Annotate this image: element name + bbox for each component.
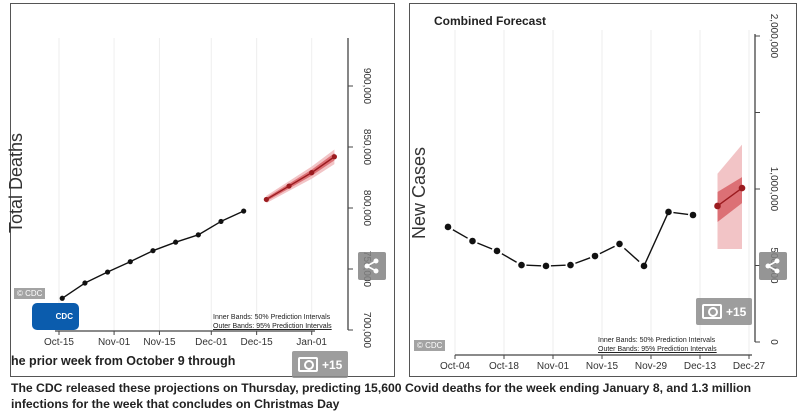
observed-point bbox=[195, 232, 201, 238]
share-icon bbox=[364, 258, 379, 274]
share-button[interactable] bbox=[358, 252, 386, 280]
observed-line-segment bbox=[526, 264, 542, 267]
share-icon bbox=[765, 258, 780, 274]
x-tick-label: Dec-13 bbox=[684, 361, 717, 372]
observed-line-segment bbox=[643, 211, 670, 267]
observed-line-segment bbox=[501, 253, 517, 263]
deaths-legend: Inner Bands: 50% Prediction Intervals Ou… bbox=[213, 313, 332, 331]
observed-line-segment bbox=[550, 264, 566, 267]
article-overlay-text: he prior week from October 9 through bbox=[11, 354, 236, 368]
y-tick-label: 800,000 bbox=[361, 190, 372, 227]
forecast-point bbox=[263, 196, 269, 203]
observed-point bbox=[591, 252, 599, 260]
forecast-point bbox=[309, 170, 315, 176]
legend-inner: Inner Bands: 50% Prediction Intervals bbox=[213, 314, 331, 321]
x-tick-label: Nov-29 bbox=[635, 361, 668, 372]
observed-point bbox=[218, 218, 224, 225]
observed-point bbox=[469, 237, 476, 245]
observed-line-segment bbox=[220, 210, 244, 223]
observed-line-segment bbox=[152, 241, 176, 252]
y-tick-label: 850,000 bbox=[361, 129, 372, 166]
observed-line-segment bbox=[129, 250, 154, 263]
y-tick-label: 2,000,000 bbox=[768, 14, 779, 59]
chart-title: Combined Forecast bbox=[434, 14, 547, 28]
y-tick-label: 0 bbox=[768, 339, 779, 345]
observed-point bbox=[59, 295, 65, 301]
camera-icon bbox=[702, 304, 722, 319]
observed-line-segment bbox=[575, 257, 591, 264]
gallery-count: +15 bbox=[726, 304, 747, 319]
y-tick-label: 900,000 bbox=[361, 68, 372, 105]
observed-point bbox=[689, 211, 697, 219]
observed-line-segment bbox=[107, 261, 131, 273]
gallery-count: +15 bbox=[322, 357, 343, 372]
observed-point bbox=[82, 280, 88, 286]
forecast-line-segment bbox=[266, 185, 290, 201]
observed-point bbox=[616, 240, 623, 248]
observed-line-segment bbox=[599, 245, 615, 255]
observed-line-segment bbox=[84, 271, 108, 284]
x-tick-label: Jan-01 bbox=[296, 337, 327, 348]
x-tick-label: Dec-15 bbox=[241, 337, 274, 348]
x-tick-label: Nov-15 bbox=[586, 361, 619, 372]
x-tick-label: Oct-04 bbox=[440, 361, 470, 372]
inner-prediction-band bbox=[717, 177, 742, 223]
observed-point bbox=[518, 261, 525, 269]
observed-point bbox=[150, 248, 156, 254]
share-button[interactable] bbox=[759, 252, 787, 280]
observed-point bbox=[105, 269, 111, 275]
forecast-point bbox=[714, 202, 721, 210]
forecast-line-segment bbox=[311, 156, 335, 174]
camera-icon bbox=[298, 357, 318, 372]
forecast-point bbox=[286, 183, 292, 189]
y-axis-label: New Cases bbox=[409, 147, 429, 239]
cdc-logo: CDC bbox=[32, 303, 79, 330]
gallery-button[interactable]: +15 bbox=[292, 351, 349, 378]
observed-point bbox=[493, 247, 501, 255]
observed-point bbox=[241, 208, 247, 214]
y-tick-label: 1,000,000 bbox=[768, 167, 779, 212]
observed-line-segment bbox=[61, 282, 86, 299]
observed-point bbox=[173, 239, 179, 245]
y-tick-label: 700,000 bbox=[361, 312, 372, 349]
x-tick-label: Oct-15 bbox=[44, 337, 74, 348]
observed-line-segment bbox=[197, 220, 222, 236]
legend-outer: Outer Bands: 95% Prediction Intervals bbox=[213, 323, 332, 330]
legend-inner: Inner Bands: 50% Prediction Intervals bbox=[598, 337, 716, 344]
observed-point bbox=[665, 208, 672, 216]
gallery-button[interactable]: +15 bbox=[696, 298, 753, 325]
x-tick-label: Nov-01 bbox=[98, 337, 131, 348]
observed-line-segment bbox=[623, 247, 640, 263]
observed-point bbox=[127, 259, 133, 265]
forecast-point bbox=[738, 184, 746, 192]
x-tick-label: Dec-01 bbox=[195, 337, 228, 348]
image-caption: The CDC released these projections on Th… bbox=[11, 381, 752, 411]
observed-point bbox=[567, 261, 574, 269]
x-tick-label: Dec-27 bbox=[733, 361, 766, 372]
observed-line-segment bbox=[673, 211, 689, 216]
forecast-line-segment bbox=[717, 187, 743, 207]
watermark: © CDC bbox=[414, 340, 446, 351]
legend-outer: Outer Bands: 95% Prediction Intervals bbox=[598, 346, 717, 353]
observed-point bbox=[444, 223, 452, 231]
observed-line-segment bbox=[452, 229, 468, 239]
observed-line-segment bbox=[477, 242, 493, 250]
observed-point bbox=[640, 262, 648, 270]
cases-legend: Inner Bands: 50% Prediction Intervals Ou… bbox=[598, 336, 717, 354]
observed-point bbox=[542, 262, 550, 270]
x-tick-label: Nov-01 bbox=[537, 361, 570, 372]
y-axis-label: Total Deaths bbox=[6, 133, 26, 233]
watermark: © CDC bbox=[14, 288, 46, 299]
forecast-point bbox=[331, 154, 337, 160]
forecast-line-segment bbox=[288, 172, 313, 187]
x-tick-label: Nov-15 bbox=[143, 337, 176, 348]
observed-line-segment bbox=[175, 234, 199, 243]
x-tick-label: Oct-18 bbox=[489, 361, 519, 372]
